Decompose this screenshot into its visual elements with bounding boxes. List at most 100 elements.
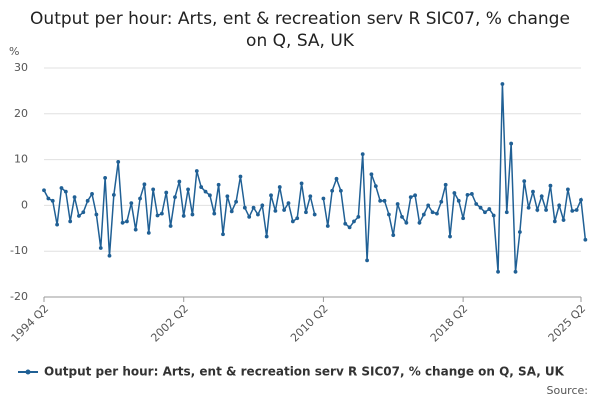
marker — [373, 184, 378, 189]
marker — [378, 198, 383, 203]
marker — [365, 258, 369, 263]
marker — [483, 210, 487, 215]
marker — [155, 213, 160, 218]
marker — [360, 152, 365, 157]
marker — [142, 182, 147, 187]
marker — [325, 224, 330, 228]
y-tick-label: -10 — [10, 244, 28, 257]
marker — [408, 195, 413, 200]
marker — [487, 207, 492, 211]
x-tick-label: 2018 Q2 — [428, 302, 471, 345]
marker — [116, 159, 121, 164]
marker — [391, 233, 396, 238]
marker — [186, 187, 190, 192]
marker — [535, 208, 540, 212]
marker — [50, 198, 55, 203]
y-tick-label: 10 — [14, 153, 28, 166]
y-tick-label: 0 — [21, 198, 28, 211]
marker — [129, 201, 134, 206]
marker — [199, 185, 204, 189]
marker — [579, 198, 583, 202]
marker — [273, 208, 278, 213]
marker — [212, 211, 217, 216]
marker — [221, 232, 225, 237]
marker — [338, 188, 343, 193]
source: Source: — [547, 384, 589, 397]
marker — [522, 179, 527, 184]
marker — [103, 176, 108, 180]
marker — [107, 253, 112, 258]
marker — [334, 176, 339, 181]
marker — [55, 222, 59, 227]
marker — [286, 201, 291, 206]
marker — [304, 210, 308, 215]
line — [43, 161, 316, 256]
marker — [356, 214, 361, 219]
marker — [404, 220, 409, 225]
marker — [63, 189, 68, 194]
marker — [382, 198, 387, 203]
marker — [539, 194, 544, 199]
marker — [330, 188, 335, 193]
legend-marker — [25, 369, 31, 375]
marker — [500, 82, 505, 86]
marker — [343, 221, 348, 226]
x-tick-label: 2025 Q2 — [546, 302, 589, 345]
marker — [299, 181, 304, 186]
marker — [430, 210, 435, 215]
marker — [146, 230, 151, 235]
marker — [352, 219, 356, 224]
marker — [133, 227, 138, 232]
line — [322, 84, 587, 272]
marker — [120, 220, 125, 225]
y-tick-label: -20 — [10, 290, 28, 303]
marker — [456, 198, 461, 203]
marker — [181, 214, 186, 218]
legend-label: Output per hour: Arts, ent & recreation … — [44, 365, 565, 379]
marker — [46, 196, 51, 201]
marker — [548, 183, 553, 188]
marker — [256, 212, 260, 217]
marker — [570, 208, 575, 213]
marker — [264, 234, 269, 239]
marker — [138, 196, 142, 201]
marker — [111, 192, 116, 197]
marker — [242, 205, 247, 210]
marker — [504, 210, 509, 215]
marker — [42, 188, 46, 193]
marker — [478, 205, 483, 210]
marker — [269, 193, 273, 198]
marker — [251, 205, 256, 210]
marker — [439, 199, 444, 204]
marker — [168, 224, 173, 228]
marker — [194, 169, 199, 173]
marker — [417, 220, 422, 225]
x-tick-label: 2002 Q2 — [148, 302, 191, 345]
marker — [413, 193, 417, 198]
marker — [177, 179, 182, 184]
marker — [77, 214, 81, 218]
marker — [474, 202, 479, 206]
marker — [395, 202, 400, 206]
marker — [290, 219, 295, 224]
marker — [421, 212, 426, 217]
marker — [173, 195, 177, 200]
marker — [435, 211, 439, 216]
marker — [448, 234, 452, 239]
y-axis-label: % — [9, 45, 19, 58]
marker — [59, 186, 64, 190]
marker — [469, 192, 474, 196]
marker — [557, 203, 562, 208]
marker — [369, 172, 374, 177]
x-tick-label: 2010 Q2 — [288, 302, 331, 345]
marker — [234, 199, 238, 204]
marker — [513, 269, 518, 274]
marker — [561, 218, 566, 222]
marker — [526, 205, 531, 210]
chart-title: Output per hour: Arts, ent & recreation … — [30, 9, 570, 51]
marker — [583, 237, 588, 242]
marker — [90, 192, 94, 196]
marker — [203, 189, 208, 194]
